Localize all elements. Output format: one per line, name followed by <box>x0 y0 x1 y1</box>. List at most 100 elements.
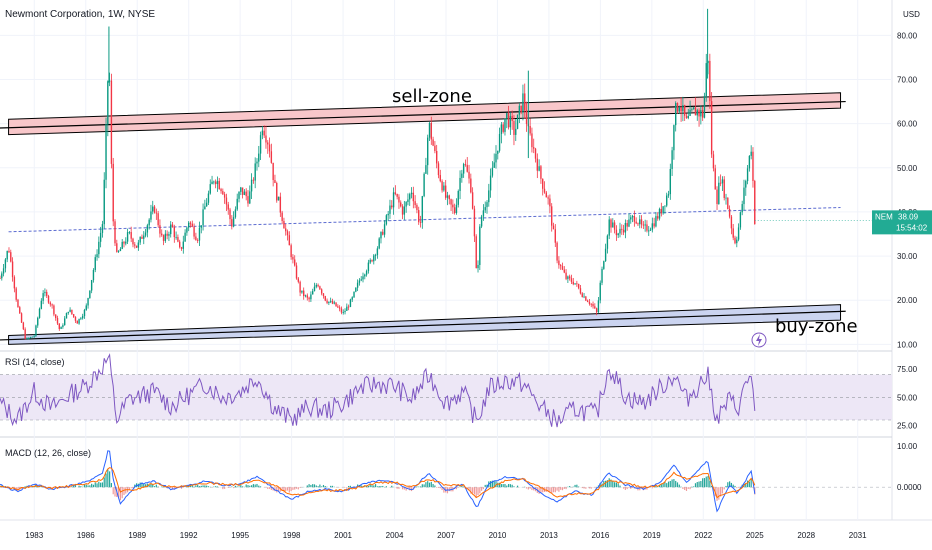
candle-body <box>328 301 330 303</box>
candle-body <box>10 252 12 262</box>
macd-histogram-bar <box>441 487 443 491</box>
macd-histogram-bar <box>666 483 668 488</box>
macd-histogram-bar <box>689 487 691 490</box>
macd-histogram-bar <box>421 484 423 488</box>
macd-histogram-bar <box>80 486 82 488</box>
candle-body <box>150 211 152 220</box>
candle-body <box>470 178 472 193</box>
candle-body <box>568 276 571 279</box>
candle-body <box>365 271 368 275</box>
candle-body <box>344 310 346 313</box>
macd-histogram-bar <box>114 487 116 497</box>
macd-histogram-bar <box>294 487 296 490</box>
macd-histogram-bar <box>94 482 96 488</box>
candle-body <box>518 105 521 115</box>
candle-body <box>452 204 454 208</box>
candle-body <box>624 223 627 233</box>
macd-histogram-bar <box>403 487 405 490</box>
candle-body <box>311 291 314 295</box>
macd-histogram-bar <box>660 484 662 488</box>
sell-zone-channel[interactable] <box>8 92 842 136</box>
candle-body <box>304 295 307 297</box>
candle-body <box>101 224 104 233</box>
macd-histogram-bar <box>490 481 492 488</box>
macd-histogram-bar <box>542 487 544 493</box>
candle-body <box>725 197 727 199</box>
candle-body <box>144 232 147 236</box>
macd-histogram-bar <box>74 485 77 488</box>
candle-body <box>249 191 251 204</box>
candle-body <box>347 306 350 308</box>
macd-histogram-bar <box>491 480 493 488</box>
macd-histogram-bar <box>290 487 292 492</box>
candle-body <box>148 219 150 226</box>
candle-body <box>683 105 686 116</box>
candle-body <box>547 197 549 199</box>
candle-body <box>159 225 161 234</box>
macd-histogram-bar <box>191 485 193 488</box>
macd-histogram-bar <box>658 485 661 488</box>
candle-body <box>680 107 682 112</box>
candle-body <box>559 265 562 267</box>
candle-body <box>750 151 752 156</box>
candle-body <box>322 293 325 297</box>
candle-body <box>739 212 742 228</box>
candle-body <box>2 268 5 274</box>
candle-body <box>180 247 183 249</box>
zone-midline[interactable] <box>0 310 846 341</box>
candle-body <box>349 299 352 307</box>
macd-histogram-bar <box>667 481 670 488</box>
currency-label[interactable]: USD <box>903 10 920 19</box>
buy-zone-channel[interactable] <box>8 304 842 345</box>
candle-body <box>333 302 335 304</box>
macd-tick-label: 10.00 <box>897 442 918 451</box>
dashed-trend-line[interactable] <box>8 207 841 233</box>
candle-body <box>247 196 249 204</box>
macd-histogram-bar <box>430 481 432 488</box>
macd-line <box>0 450 756 513</box>
rsi-tick-label: 25.00 <box>897 422 918 431</box>
rsi-title[interactable]: RSI (14, close) <box>5 357 65 367</box>
macd-histogram-bar <box>222 487 224 490</box>
candle-body <box>83 309 86 317</box>
candle-body <box>590 303 592 305</box>
lightning-icon[interactable] <box>751 332 767 348</box>
candle-body <box>196 240 199 241</box>
candle-body <box>491 167 494 176</box>
candle-body <box>556 242 558 261</box>
rsi-tick-label: 50.00 <box>897 393 918 402</box>
candle-body <box>238 191 240 199</box>
candle-body <box>506 113 508 119</box>
candle-body <box>457 191 459 205</box>
candle-body <box>171 224 174 228</box>
macd-histogram-bar <box>436 487 438 488</box>
candle-body <box>1 273 3 279</box>
macd-histogram-bar <box>729 481 731 488</box>
macd-histogram-bar <box>118 487 120 498</box>
macd-histogram-bar <box>231 486 233 488</box>
macd-histogram-bar <box>130 487 132 489</box>
macd-histogram-bar <box>249 485 251 488</box>
badge-symbol: NEM <box>875 212 893 221</box>
candle-body <box>254 163 256 181</box>
candle-body <box>317 284 319 287</box>
candle-body <box>11 261 14 278</box>
macd-histogram-bar <box>364 486 366 488</box>
candle-body <box>540 166 542 179</box>
macd-histogram-bar <box>170 487 172 488</box>
candle-body <box>477 264 479 269</box>
candle-body <box>554 229 556 243</box>
candle-body <box>90 280 93 291</box>
candle-body <box>236 198 238 210</box>
macd-title[interactable]: MACD (12, 26, close) <box>5 448 91 458</box>
macd-histogram-bar <box>155 484 157 488</box>
candle-body <box>700 110 702 117</box>
candle-body <box>592 303 594 307</box>
candle-body <box>47 295 50 303</box>
candle-body <box>274 180 276 184</box>
symbol-title[interactable]: Newmont Corporation, 1W, NYSE <box>5 9 155 20</box>
candle-body <box>565 272 567 279</box>
candle-body <box>295 265 298 279</box>
candle-body <box>572 281 574 285</box>
